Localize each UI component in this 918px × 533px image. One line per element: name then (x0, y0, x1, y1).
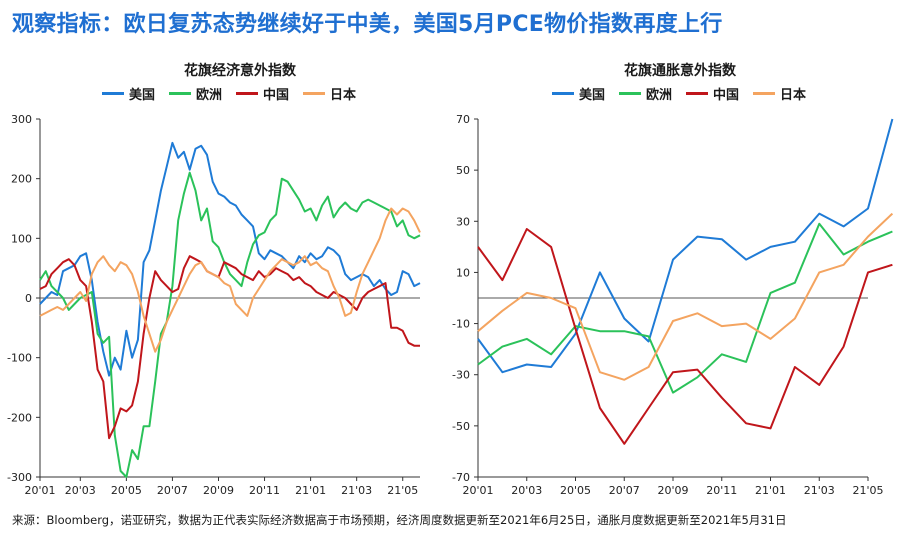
economic-y-tick-label: 200 (11, 173, 32, 186)
economic-series-us (39, 141, 421, 377)
legend-label-jp: 日本 (330, 88, 357, 103)
legend-swatch-cn (686, 92, 709, 95)
legend-label-us: 美国 (579, 88, 606, 103)
legend-item-cn: 中国 (686, 84, 739, 103)
chart-title-inflation: 花旗通胀意外指数 (624, 63, 736, 79)
legend-swatch-jp (753, 92, 776, 95)
inflation-y-tick-label: -50 (452, 420, 470, 433)
economic-x-tick-label: 20'01 (24, 484, 55, 497)
inflation-x-tick-label: 20'05 (560, 484, 591, 497)
economic-series-cn (39, 255, 420, 440)
economic-x-tick-label: 20'07 (157, 484, 188, 497)
legend-label-eu: 欧洲 (646, 88, 673, 103)
legend-swatch-eu (169, 92, 192, 95)
inflation-y-tick-label: 50 (456, 164, 470, 177)
economic-x-tick-label: 21'01 (295, 484, 326, 497)
inflation-series-cn (477, 228, 893, 445)
inflation-y-tick-label: 10 (456, 266, 470, 279)
economic-x-tick-label: 20'09 (203, 484, 234, 497)
inflation-x-tick-label: 20'03 (511, 484, 542, 497)
legend-item-jp: 日本 (753, 84, 806, 103)
legend-label-cn: 中国 (713, 88, 740, 103)
economic-y-tick-label: 100 (11, 232, 32, 245)
inflation-y-tick-label: -30 (452, 369, 470, 382)
inflation-x-tick-label: 20'07 (609, 484, 640, 497)
footnote: 来源：Bloomberg，诺亚研究，数据为正代表实际经济数据高于市场预期，经济周… (12, 513, 787, 527)
inflation-y-tick-label: -70 (452, 471, 470, 484)
legend-swatch-us (102, 92, 124, 95)
legend-item-eu: 欧洲 (169, 84, 222, 103)
legend-inflation: 美国 欧洲 中国 日本 (552, 84, 806, 103)
economic-y-tick-label: 0 (25, 292, 32, 305)
inflation-x-tick-label: 20'01 (462, 484, 493, 497)
legend-item-us: 美国 (102, 84, 155, 103)
legend-item-jp: 日本 (303, 84, 356, 103)
inflation-x-tick-label: 21'05 (852, 484, 883, 497)
economic-y-tick-label: -300 (7, 471, 32, 484)
economic-y-tick-label: -100 (7, 352, 32, 365)
legend-label-us: 美国 (129, 88, 156, 103)
legend-item-eu: 欧洲 (619, 84, 672, 103)
inflation-y-tick-label: 70 (456, 113, 470, 126)
inflation-x-tick-label: 21'03 (804, 484, 835, 497)
inflation-y-tick-label: 30 (456, 215, 470, 228)
legend-swatch-cn (236, 92, 259, 95)
legend-swatch-eu (619, 92, 642, 95)
economic-x-tick-label: 21'03 (341, 484, 372, 497)
legend-item-cn: 中国 (236, 84, 289, 103)
economic-y-tick-label: -200 (7, 411, 32, 424)
economic-y-tick-label: 300 (11, 113, 32, 126)
chart-title-economic: 花旗经济意外指数 (184, 63, 296, 79)
legend-label-jp: 日本 (780, 88, 807, 103)
inflation-series-eu (477, 222, 893, 394)
page-title: 观察指标：欧日复苏态势继续好于中美，美国5月PCE物价指数再度上行 (12, 12, 723, 37)
economic-x-tick-label: 20'05 (111, 484, 142, 497)
economic-series-jp (39, 207, 421, 353)
inflation-y-tick-label: -10 (452, 318, 470, 331)
inflation-x-tick-label: 21'01 (755, 484, 786, 497)
legend-economic: 美国 欧洲 中国 日本 (102, 84, 356, 103)
economic-x-tick-label: 21'05 (387, 484, 418, 497)
inflation-series-jp (477, 212, 894, 381)
legend-item-us: 美国 (552, 84, 605, 103)
legend-label-cn: 中国 (263, 88, 290, 103)
inflation-x-tick-label: 20'11 (706, 484, 737, 497)
inflation-series-us (477, 118, 894, 374)
legend-swatch-us (552, 92, 574, 95)
economic-x-tick-label: 20'03 (65, 484, 96, 497)
economic-series-eu (39, 171, 421, 478)
legend-swatch-jp (303, 92, 326, 95)
inflation-x-tick-label: 20'09 (657, 484, 688, 497)
economic-x-tick-label: 20'11 (249, 484, 280, 497)
legend-label-eu: 欧洲 (196, 88, 223, 103)
